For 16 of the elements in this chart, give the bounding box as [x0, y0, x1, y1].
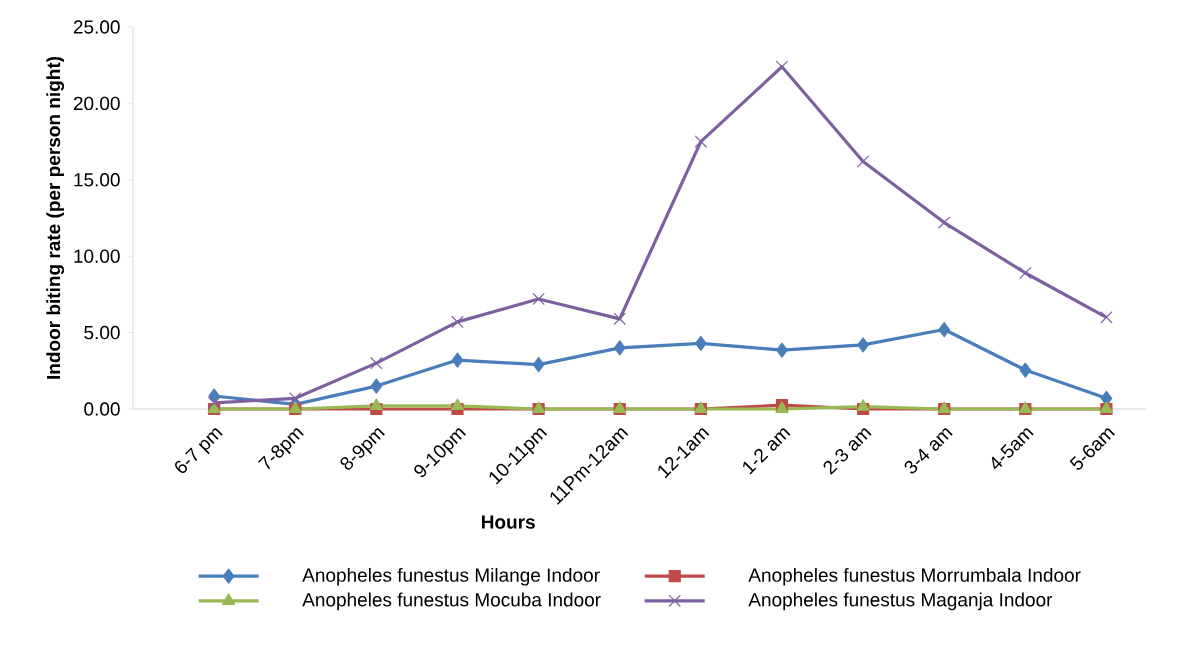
legend-label: Anopheles funestus Morrumbala Indoor	[748, 567, 1081, 586]
y-tick-label: 5.00	[84, 325, 120, 340]
y-tick-label: 10.00	[74, 249, 120, 263]
y-tick-label: 15.00	[74, 173, 120, 187]
x-tick-label: 2-3 am	[823, 428, 872, 475]
x-tick-label: 1-2 am	[743, 428, 791, 475]
y-tick-label: 20.00	[73, 96, 120, 111]
x-axis-title: Hours	[482, 515, 535, 529]
x-tick-label: 3-4 am	[904, 428, 953, 474]
legend-label: Anopheles funestus Milange Indoor	[302, 567, 600, 586]
y-tick-label: 0.00	[84, 402, 120, 416]
x-tick-label: 6-7 pm	[175, 428, 223, 473]
legend-label: Anopheles funestus Mocuba Indoor	[302, 592, 601, 611]
y-axis-title: Indoor biting rate (per person night)	[46, 56, 65, 379]
legend-label: Anopheles funestus Maganja Indoor	[748, 592, 1053, 611]
y-tick-label: 25.00	[73, 20, 120, 34]
